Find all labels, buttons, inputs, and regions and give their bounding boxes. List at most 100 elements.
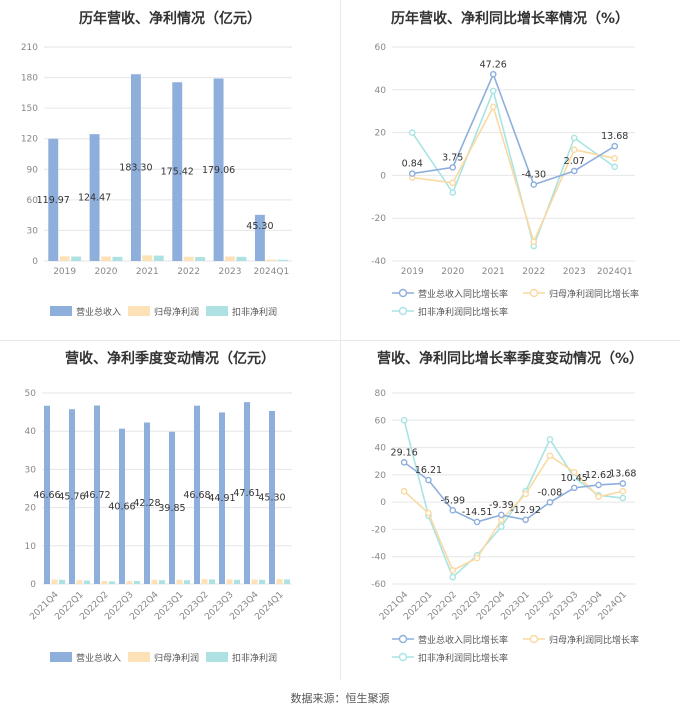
data-label: 47.26 — [480, 59, 507, 70]
y-tick-label: 0 — [380, 498, 386, 508]
legend-swatch-marker — [529, 634, 539, 644]
data-label: 42.28 — [133, 498, 160, 509]
bar — [244, 402, 250, 584]
bar — [144, 422, 150, 584]
bar — [277, 259, 288, 261]
bar — [101, 256, 111, 261]
bar — [109, 581, 115, 584]
legend-label: 归母净利润 — [154, 652, 199, 664]
chart-title: 历年营收、净利同比增长率情况（%） — [391, 10, 629, 27]
y-tick-label: 80 — [375, 389, 387, 399]
x-tick-label: 2023 — [219, 267, 242, 277]
x-tick-label: 2019 — [401, 267, 424, 277]
legend-swatch-marker — [529, 288, 539, 298]
bar — [213, 78, 224, 262]
bar — [89, 134, 100, 261]
data-point — [595, 493, 602, 500]
data-point — [489, 70, 497, 78]
y-tick-label: -60 — [371, 580, 386, 590]
y-tick-label: 20 — [375, 129, 387, 139]
data-point — [546, 436, 554, 443]
legend-swatch — [128, 306, 150, 316]
bar — [276, 579, 283, 584]
data-point — [570, 468, 578, 476]
bar — [266, 259, 277, 261]
data-point — [425, 509, 432, 517]
bar — [142, 255, 153, 261]
y-tick-label: 30 — [27, 226, 39, 236]
bar — [151, 579, 158, 584]
bar — [84, 580, 90, 584]
data-point — [408, 129, 416, 136]
chart-title: 历年营收、净利情况（亿元） — [79, 10, 261, 27]
bar — [44, 405, 50, 584]
data-label: 29.16 — [391, 447, 418, 458]
y-tick-label: -20 — [371, 525, 386, 535]
legend-label: 扣非净利润 — [232, 306, 277, 318]
series-line — [403, 461, 623, 523]
legend-swatch — [50, 652, 72, 662]
legend-label: 营业总收入同比增长率 — [418, 634, 508, 646]
bar — [130, 74, 141, 261]
bar — [201, 579, 208, 584]
bar — [176, 579, 183, 584]
y-tick-label: -40 — [371, 553, 386, 563]
y-tick-label: 10 — [25, 542, 37, 552]
bar — [153, 255, 164, 261]
data-label: 2.07 — [564, 156, 585, 167]
bar — [119, 428, 125, 584]
data-point — [595, 481, 602, 489]
y-tick-label: 0 — [30, 580, 36, 590]
chart-title: 营收、净利同比增长率季度变动情况（%） — [377, 350, 643, 367]
legend-label: 归母净利润 — [154, 306, 199, 318]
bar — [234, 579, 240, 584]
bar — [259, 579, 265, 584]
series-line — [403, 454, 624, 572]
legend-swatch — [206, 652, 228, 662]
legend-swatch — [50, 306, 72, 316]
data-label: 46.66 — [33, 490, 60, 501]
legend-label: 扣非净利润同比增长率 — [418, 652, 508, 664]
data-label: 12.62 — [585, 470, 612, 481]
data-point — [400, 459, 408, 466]
bar — [59, 256, 70, 261]
data-point — [570, 484, 578, 492]
data-label: 13.68 — [609, 468, 636, 479]
bar — [269, 410, 275, 584]
bar — [94, 405, 100, 584]
data-label: 179.06 — [202, 165, 235, 176]
legend-swatch-marker — [398, 306, 408, 316]
data-point — [473, 518, 481, 526]
data-label: 46.72 — [83, 490, 110, 501]
bar — [59, 579, 65, 584]
legend-label: 营业总收入同比增长率 — [418, 288, 508, 300]
data-point — [449, 189, 457, 196]
data-label: 47.61 — [233, 488, 260, 499]
data-point — [619, 487, 627, 495]
annual-growth-chart: 历年营收、净利同比增长率情况（%） -40 -20 0 20 40 60 2019 2020 20… — [340, 0, 680, 340]
data-point — [530, 181, 538, 188]
chart-title: 营收、净利季度变动情况（亿元） — [65, 350, 275, 367]
bar — [225, 256, 235, 261]
bar — [183, 256, 194, 261]
data-point — [449, 164, 457, 171]
bar — [254, 214, 265, 261]
legend-swatch — [206, 306, 228, 316]
y-tick-label: 20 — [25, 504, 37, 514]
bar — [112, 256, 123, 261]
data-label: 46.68 — [183, 490, 210, 501]
data-label: -5.99 — [440, 495, 465, 506]
y-tick-label: 40 — [375, 444, 387, 454]
y-tick-label: 60 — [375, 416, 387, 426]
data-label: 175.42 — [161, 167, 194, 178]
data-point — [425, 476, 432, 484]
y-tick-label: 60 — [27, 196, 39, 206]
annual-revenue-chart: 历年营收、净利情况（亿元） 0 30 60 90 120 150 180 210 2019 2020… — [0, 0, 340, 340]
data-point — [400, 416, 408, 424]
data-label: 44.91 — [208, 493, 235, 504]
y-tick-label: 40 — [25, 427, 37, 437]
bar — [219, 412, 225, 584]
legend-swatch-marker — [398, 288, 408, 298]
series-line — [412, 72, 616, 186]
bar — [76, 580, 83, 584]
